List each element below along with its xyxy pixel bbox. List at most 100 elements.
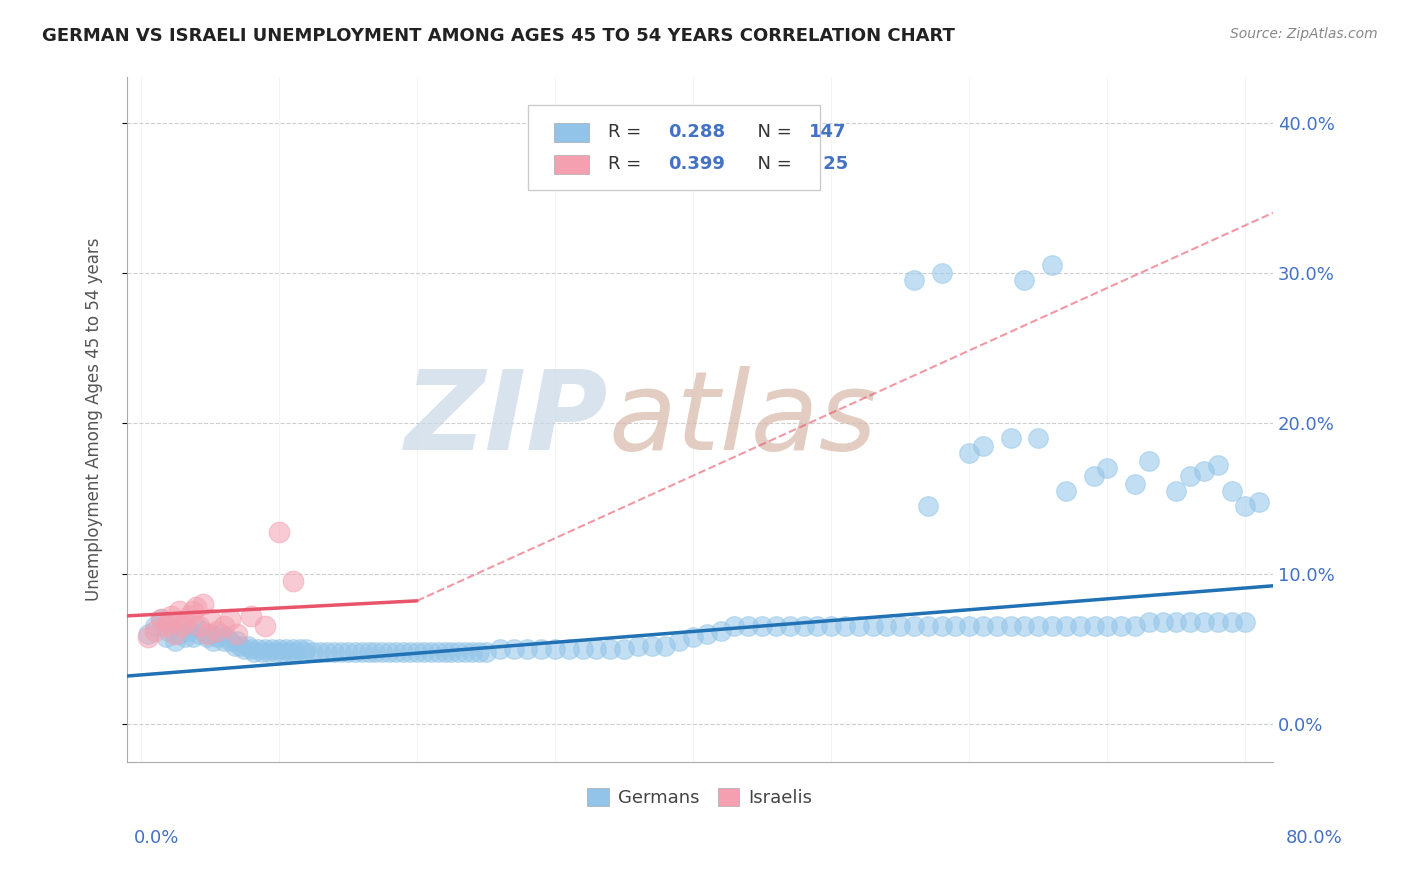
- Point: [889, 619, 911, 633]
- Point: [986, 619, 1008, 633]
- Point: [160, 615, 183, 629]
- Point: [1054, 484, 1077, 499]
- Point: [848, 619, 870, 633]
- Point: [957, 446, 980, 460]
- Point: [399, 645, 422, 659]
- Point: [253, 642, 276, 657]
- Point: [181, 604, 204, 618]
- Point: [468, 645, 491, 659]
- Point: [1097, 619, 1119, 633]
- Point: [229, 639, 252, 653]
- FancyBboxPatch shape: [529, 105, 820, 190]
- Point: [281, 574, 304, 589]
- Point: [284, 645, 307, 659]
- Point: [862, 619, 884, 633]
- Point: [247, 642, 270, 657]
- Point: [627, 639, 650, 653]
- Point: [461, 645, 484, 659]
- Point: [972, 439, 994, 453]
- Point: [155, 630, 177, 644]
- Point: [177, 624, 200, 638]
- Point: [316, 645, 339, 659]
- Point: [187, 619, 209, 633]
- Point: [350, 645, 373, 659]
- Point: [440, 645, 463, 659]
- Point: [274, 642, 297, 657]
- Point: [1234, 615, 1257, 629]
- Point: [165, 634, 187, 648]
- Point: [1054, 619, 1077, 633]
- Point: [1026, 619, 1049, 633]
- Point: [187, 627, 209, 641]
- Point: [454, 645, 477, 659]
- Point: [1069, 619, 1091, 633]
- Point: [682, 630, 704, 644]
- Point: [1026, 431, 1049, 445]
- Text: 25: 25: [817, 155, 848, 173]
- Point: [599, 642, 621, 657]
- Point: [267, 524, 290, 539]
- Point: [150, 612, 173, 626]
- Text: 0.399: 0.399: [668, 155, 724, 173]
- Point: [1083, 619, 1105, 633]
- Point: [343, 645, 366, 659]
- Point: [1083, 469, 1105, 483]
- Point: [309, 645, 332, 659]
- Text: atlas: atlas: [609, 366, 877, 473]
- Point: [165, 627, 187, 641]
- Point: [172, 619, 194, 633]
- Text: 0.288: 0.288: [668, 123, 725, 141]
- Text: R =: R =: [609, 123, 647, 141]
- Point: [585, 642, 607, 657]
- Point: [288, 642, 311, 657]
- Point: [751, 619, 773, 633]
- Point: [378, 645, 401, 659]
- Point: [447, 645, 470, 659]
- Point: [1206, 458, 1229, 473]
- Point: [172, 619, 194, 633]
- Point: [155, 619, 177, 633]
- Point: [544, 642, 567, 657]
- Point: [191, 624, 214, 638]
- Point: [295, 642, 318, 657]
- Point: [696, 627, 718, 641]
- Point: [215, 630, 238, 644]
- Point: [668, 634, 690, 648]
- Point: [240, 608, 263, 623]
- Point: [184, 619, 207, 633]
- Point: [426, 645, 449, 659]
- Point: [1178, 469, 1201, 483]
- Point: [205, 624, 228, 638]
- Text: N =: N =: [745, 123, 797, 141]
- Point: [406, 645, 429, 659]
- Point: [806, 619, 828, 633]
- Point: [226, 634, 249, 648]
- Point: [737, 619, 759, 633]
- Point: [1137, 615, 1160, 629]
- Text: 147: 147: [808, 123, 846, 141]
- Point: [195, 627, 218, 641]
- Point: [238, 639, 260, 653]
- Point: [1000, 431, 1022, 445]
- Point: [1166, 615, 1188, 629]
- Point: [1014, 619, 1036, 633]
- Point: [765, 619, 787, 633]
- Point: [945, 619, 967, 633]
- Point: [1152, 615, 1174, 629]
- Point: [793, 619, 815, 633]
- Point: [488, 642, 510, 657]
- Text: N =: N =: [745, 155, 797, 173]
- Point: [1192, 465, 1215, 479]
- Point: [1192, 615, 1215, 629]
- Point: [640, 639, 662, 653]
- Point: [502, 642, 524, 657]
- Point: [205, 630, 228, 644]
- Text: R =: R =: [609, 155, 647, 173]
- Point: [336, 645, 359, 659]
- Point: [267, 642, 290, 657]
- Point: [957, 619, 980, 633]
- Point: [226, 627, 249, 641]
- Point: [1249, 494, 1271, 508]
- Point: [1123, 619, 1146, 633]
- Point: [329, 645, 352, 659]
